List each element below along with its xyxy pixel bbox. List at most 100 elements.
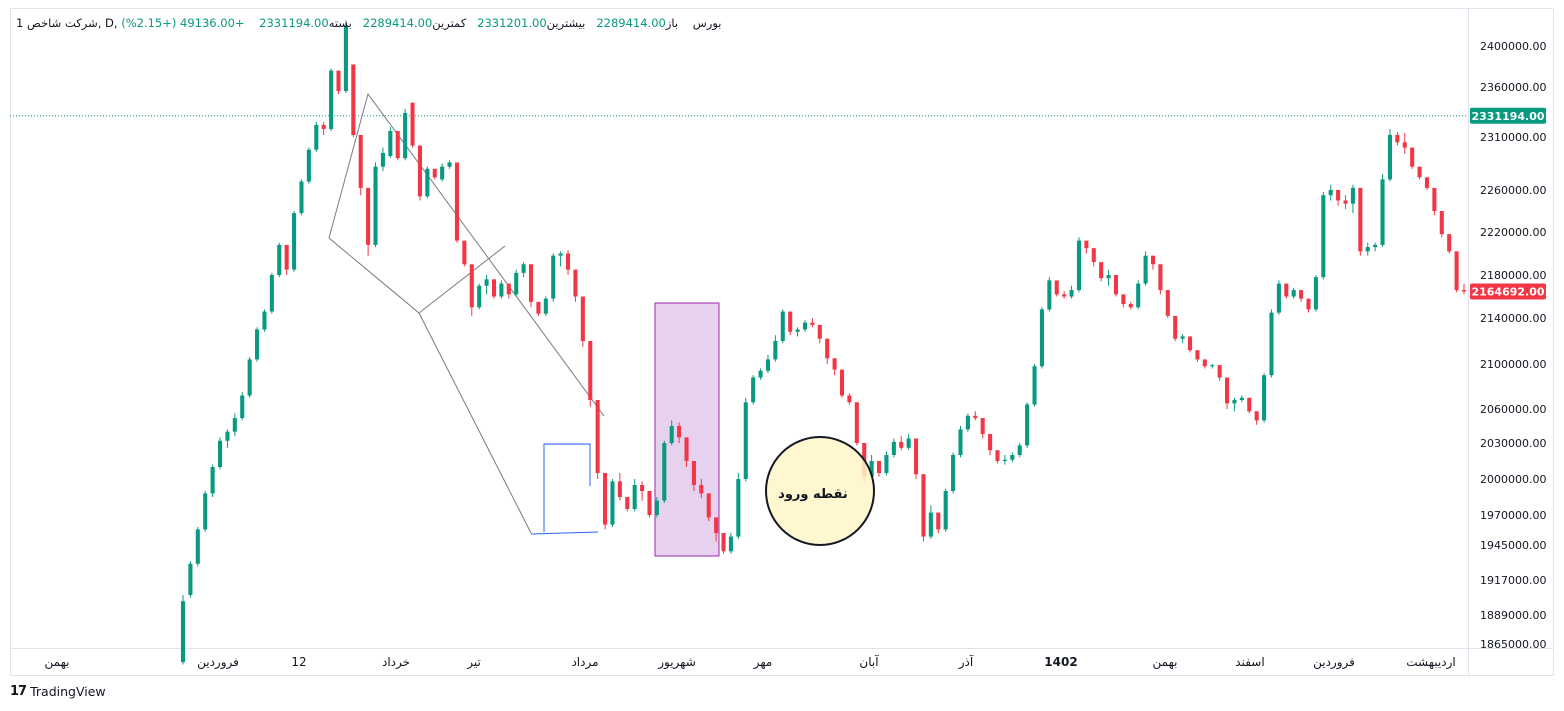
candle-body [632,485,637,509]
candle-body [647,491,652,515]
drawings-layer[interactable] [328,92,720,557]
candle-body [847,395,852,403]
candle-body [1299,290,1304,299]
tradingview-brand[interactable]: 17 TradingView [10,684,106,699]
price-tick-label: 2400000.00 [1480,40,1546,53]
candle-body [1128,304,1133,308]
candle-body [980,418,985,434]
candle-body [1365,247,1370,252]
price-axis[interactable]: 2400000.00 2360000.00 2310000.00 2260000.00… [1480,40,1546,651]
candle-body [366,187,371,245]
candle-body [1091,248,1096,263]
candle-body [995,450,1000,461]
price-tag-label: 2164692.00 [1471,285,1544,298]
candle-body [1010,455,1015,460]
candle-body [217,440,223,467]
candle-body [1321,195,1326,278]
candle-body [203,493,208,530]
candle-body [1254,411,1259,421]
legend-low-value: 2289414.00 [362,16,433,30]
candle-body [447,162,452,167]
candle-body [551,255,556,299]
legend-symbol[interactable]: شرکت شاخص, D, بورس [26,16,722,30]
candle-body [876,461,882,473]
candle-body [1165,290,1170,316]
candle-body [921,474,926,537]
candles-layer[interactable] [180,20,1467,665]
price-tick-label: 2260000.00 [1480,184,1546,197]
candle-body [588,341,593,400]
candle-body [566,253,571,270]
candle-body [210,467,215,494]
candle-body [914,438,919,475]
candle-body [514,272,519,295]
candle-body [1002,459,1007,461]
candle-body [1143,255,1148,284]
wedge-lower-trendline[interactable] [328,237,532,534]
candle-body [1447,234,1452,252]
candle-body [180,601,186,663]
ohlc-legend: 1 شرکت شاخص, D, بورس باز2289414.00 بیشتر… [16,16,721,30]
price-tick-label: 1865000.00 [1480,638,1546,651]
time-tick-label: 1402 [1044,655,1077,669]
tradingview-brand-name: TradingView [30,684,106,699]
candle-body [410,103,415,146]
candle-body [1099,262,1104,279]
time-tick-label: بهمن [45,655,70,670]
candle-body [1239,397,1244,400]
time-tick-label: 12 [291,655,306,669]
candle-body [1136,283,1141,308]
candle-body [1210,365,1215,367]
time-axis[interactable]: بهمن فروردین 12 خرداد تیر مرداد شهریور مهر آبان آ… [45,654,1456,670]
candle-body [521,264,526,273]
time-tick-label: فروردین [1313,655,1355,670]
entry-point-annotation[interactable]: نقطه ورود [765,436,875,546]
time-tick-label: خرداد [382,655,410,670]
candle-body [1395,135,1400,143]
support-line[interactable] [530,531,599,535]
candle-body [758,370,763,378]
highlight-box[interactable] [654,302,720,557]
price-tag-label: 2331194.00 [1471,110,1544,123]
candle-body [684,437,689,461]
legend-high-value: 2331201.00 [477,16,547,30]
candle-body [817,324,822,339]
candle-body [780,311,785,341]
candle-body [721,533,726,552]
candle-body [810,322,815,325]
candle-body [906,438,911,448]
candle-body [343,25,348,91]
entry-point-circle[interactable] [765,436,875,546]
candle-body [1187,336,1193,351]
time-tick-label: بهمن [1153,655,1178,670]
candle-body [1424,177,1430,188]
time-tick-label: تیر [466,655,481,670]
price-tick-label: 1945000.00 [1480,539,1546,552]
candle-body [262,311,267,330]
candle-body [1032,366,1037,405]
candle-body [454,162,460,241]
time-tick-label: آذر [958,654,974,670]
candle-body [1195,350,1200,360]
price-tick-label: 2000000.00 [1480,473,1546,486]
price-tag-current [1470,283,1546,300]
candle-body [1084,240,1089,249]
candle-body [358,135,363,188]
candle-body [1025,404,1030,446]
time-tick-label: آبان [859,654,879,669]
time-tick-label: شهریور [657,655,696,670]
time-tick-label: اسفند [1235,655,1264,669]
candle-body [884,455,889,473]
price-tick-label: 2100000.00 [1480,358,1546,371]
candle-body [1106,275,1111,279]
candle-body [1291,290,1296,297]
candle-body [1402,142,1407,148]
wedge-upper-trendline[interactable] [328,92,605,417]
wedge-side-trendline[interactable] [418,245,506,314]
candle-body [351,64,356,135]
candle-body [654,500,659,515]
legend-open-value: 2289414.00 [596,16,666,30]
candle-body [469,264,474,308]
candle-body [1269,312,1274,376]
